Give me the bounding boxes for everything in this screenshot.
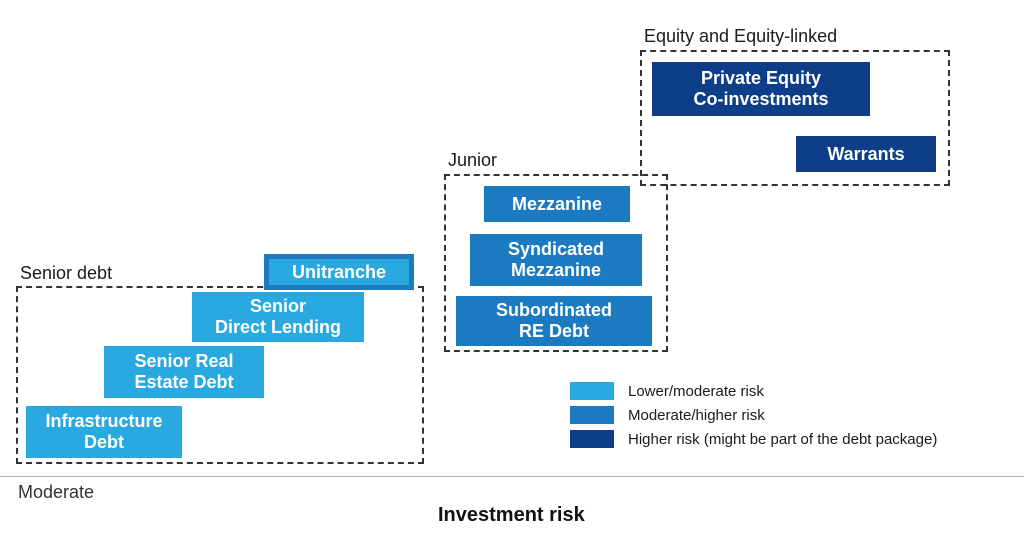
chip-mezzanine: Mezzanine	[484, 186, 630, 222]
legend: Lower/moderate risk Moderate/higher risk…	[570, 382, 937, 454]
chip-syndicated-mezzanine: SyndicatedMezzanine	[470, 234, 642, 286]
legend-swatch	[570, 430, 614, 448]
legend-item-lower: Lower/moderate risk	[570, 382, 937, 400]
group-label-junior: Junior	[448, 150, 497, 171]
axis-line	[0, 476, 1024, 477]
chip-label: SyndicatedMezzanine	[508, 239, 604, 280]
group-label-equity: Equity and Equity-linked	[644, 26, 837, 47]
chip-label: Private EquityCo-investments	[693, 68, 828, 109]
chip-senior-direct-lending: SeniorDirect Lending	[192, 292, 364, 342]
legend-item-moderate: Moderate/higher risk	[570, 406, 937, 424]
chip-label: SubordinatedRE Debt	[496, 300, 612, 341]
chip-label: Warrants	[827, 144, 904, 165]
axis-label-moderate: Moderate	[18, 482, 94, 503]
chip-senior-real-estate-debt: Senior RealEstate Debt	[104, 346, 264, 398]
legend-label: Moderate/higher risk	[628, 407, 765, 424]
chip-subordinated-re-debt: SubordinatedRE Debt	[456, 296, 652, 346]
chip-unitranche: Unitranche	[264, 254, 414, 290]
chip-warrants: Warrants	[796, 136, 936, 172]
chip-unitranche-inner: Unitranche	[269, 259, 409, 285]
chip-label: Senior RealEstate Debt	[134, 351, 233, 392]
diagram-stage: Senior debt Junior Equity and Equity-lin…	[0, 0, 1024, 536]
legend-swatch	[570, 406, 614, 424]
chip-label: InfrastructureDebt	[45, 411, 162, 452]
chip-infrastructure-debt: InfrastructureDebt	[26, 406, 182, 458]
legend-item-higher: Higher risk (might be part of the debt p…	[570, 430, 937, 448]
legend-swatch	[570, 382, 614, 400]
chip-label: Unitranche	[292, 262, 386, 283]
chip-label: SeniorDirect Lending	[215, 296, 341, 337]
legend-label: Lower/moderate risk	[628, 383, 764, 400]
group-label-senior: Senior debt	[20, 263, 112, 284]
axis-title: Investment risk	[438, 504, 585, 527]
chip-private-equity-coinvestments: Private EquityCo-investments	[652, 62, 870, 116]
chip-label: Mezzanine	[512, 194, 602, 215]
legend-label: Higher risk (might be part of the debt p…	[628, 431, 937, 448]
